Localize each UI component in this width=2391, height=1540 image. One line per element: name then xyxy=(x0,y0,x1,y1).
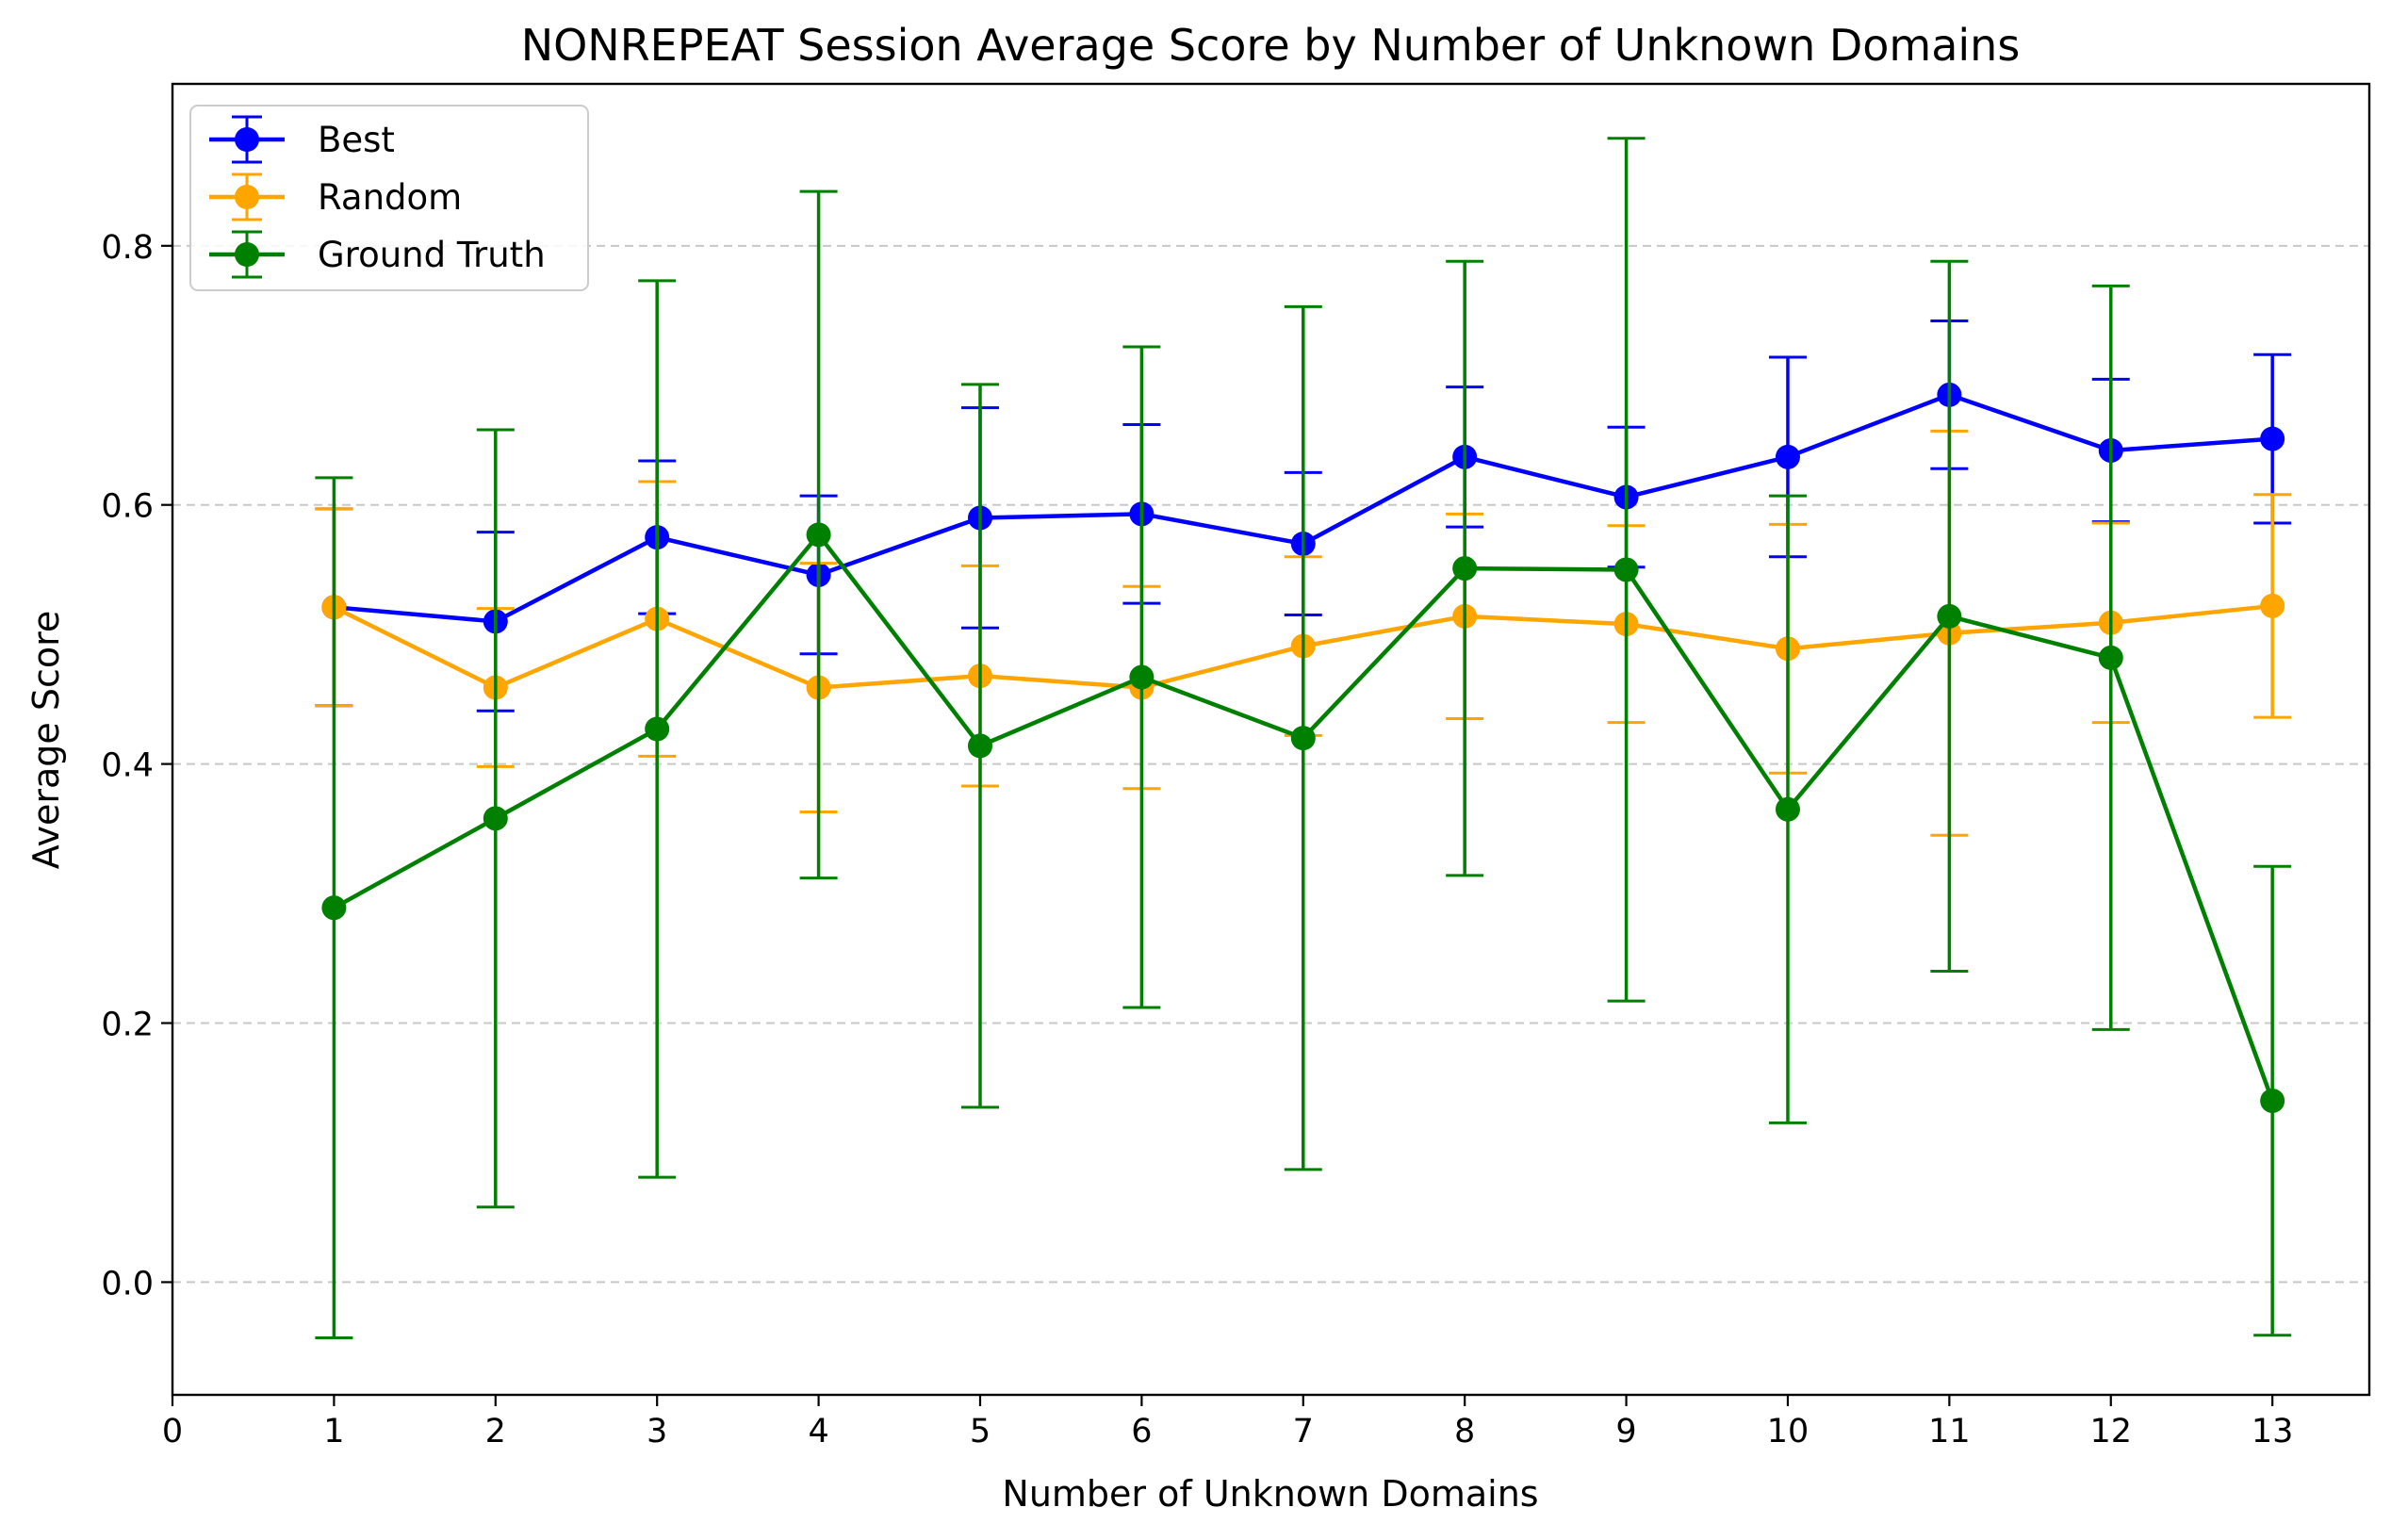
data-point xyxy=(321,895,347,921)
x-tick-label: 4 xyxy=(808,1413,828,1450)
data-point xyxy=(2260,426,2285,451)
y-tick-label: 0.2 xyxy=(101,1007,154,1044)
x-tick-label: 6 xyxy=(1131,1413,1152,1450)
data-point xyxy=(1937,603,1962,629)
x-axis: 0 1 2 3 4 5 6 7 8 9 10 11 12 13 xyxy=(162,1395,2294,1450)
legend-entry: Ground Truth xyxy=(209,230,546,279)
y-tick-label: 0.8 xyxy=(101,229,154,267)
legend-label: Random xyxy=(318,177,462,218)
data-point xyxy=(1129,664,1155,690)
data-point xyxy=(645,716,670,742)
y-tick-label: 0.4 xyxy=(101,747,154,785)
y-tick-label: 0.6 xyxy=(101,488,154,526)
y-tick-label: 0.0 xyxy=(101,1265,154,1302)
data-point xyxy=(2098,645,2123,670)
data-point xyxy=(1290,726,1316,751)
x-tick-label: 12 xyxy=(2089,1413,2132,1450)
data-point xyxy=(1613,557,1639,582)
x-tick-label: 0 xyxy=(162,1413,183,1450)
legend-label: Ground Truth xyxy=(318,235,546,275)
x-tick-label: 3 xyxy=(647,1413,667,1450)
series-layer xyxy=(315,137,2292,1340)
data-point xyxy=(1775,796,1800,822)
x-tick-label: 1 xyxy=(323,1413,344,1450)
x-tick-label: 11 xyxy=(1928,1413,1971,1450)
data-point xyxy=(1452,556,1478,582)
legend-marker xyxy=(235,185,259,209)
legend-label: Best xyxy=(318,120,395,160)
data-point xyxy=(806,522,831,548)
gridlines xyxy=(172,244,2369,1284)
legend-entry: Random xyxy=(209,172,462,221)
x-tick-label: 5 xyxy=(970,1413,991,1450)
x-tick-label: 2 xyxy=(485,1413,506,1450)
x-tick-label: 13 xyxy=(2252,1413,2294,1450)
x-tick-label: 10 xyxy=(1767,1413,1810,1450)
legend-marker xyxy=(235,127,259,152)
data-point xyxy=(2260,593,2285,618)
series-ground-truth xyxy=(315,137,2292,1340)
data-point xyxy=(483,806,508,831)
legend-entry: Best xyxy=(209,115,395,164)
x-axis-label: Number of Unknown Domains xyxy=(1002,1473,1538,1515)
legend: Best Random Ground Truth xyxy=(189,105,589,291)
y-axis-label: Average Score xyxy=(25,611,67,870)
data-point xyxy=(1775,444,1800,469)
x-tick-label: 8 xyxy=(1454,1413,1475,1450)
chart-title: NONREPEAT Session Average Score by Numbe… xyxy=(521,20,2021,71)
y-axis: 0.0 0.2 0.4 0.6 0.8 xyxy=(101,229,172,1302)
x-tick-label: 7 xyxy=(1293,1413,1314,1450)
x-tick-label: 9 xyxy=(1615,1413,1636,1450)
legend-marker xyxy=(235,242,259,267)
data-point xyxy=(2260,1088,2285,1113)
legend-box xyxy=(189,105,589,291)
plot-frame xyxy=(171,82,2371,1397)
data-point xyxy=(967,733,992,759)
